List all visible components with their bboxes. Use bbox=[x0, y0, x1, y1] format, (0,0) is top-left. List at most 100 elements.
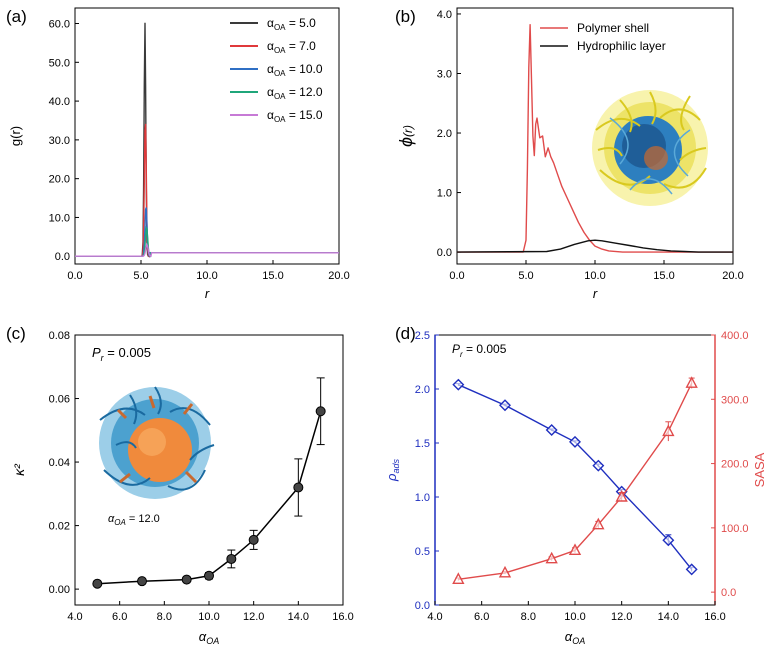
point-d-0-6 bbox=[662, 534, 675, 547]
point-c-3 bbox=[204, 570, 214, 581]
curve-a-4 bbox=[75, 242, 339, 258]
panel-c: (c) 4.0 6.0 8.0 10.0 12.0 14.0 16.0 0.00 0.02 0.0… bbox=[6, 324, 354, 646]
x-tick-label-a-0: 0.0 bbox=[67, 270, 82, 282]
axis-ticks-d: 4.0 6.0 8.0 10.0 12.0 14.0 16.0 0.0 0.5 1.0 1.5 2.0… bbox=[415, 330, 749, 623]
y-tick-label-a-1: 10.0 bbox=[49, 212, 70, 224]
y-tick-label-a-3: 30.0 bbox=[49, 135, 70, 147]
x-tick-label-c-6: 16.0 bbox=[332, 611, 353, 623]
point-d-0-4 bbox=[592, 459, 605, 472]
x-tick-label-b-0: 0.0 bbox=[449, 270, 464, 282]
x-tick-label-c-0: 4.0 bbox=[67, 611, 82, 623]
y-tick-label-d-5: 2.5 bbox=[415, 330, 430, 342]
x-tick-label-c-4: 12.0 bbox=[243, 611, 264, 623]
point-c-5 bbox=[248, 534, 259, 545]
y-tick-label-a-4: 40.0 bbox=[49, 96, 70, 108]
x-axis-label-c: αOA bbox=[199, 629, 219, 646]
point-d-1-7 bbox=[685, 376, 698, 388]
point-d-0-2 bbox=[545, 424, 558, 437]
y-tick-label-d-4: 2.0 bbox=[415, 384, 430, 396]
y-tick-label-c-1: 0.02 bbox=[49, 521, 70, 533]
series-d bbox=[452, 376, 698, 584]
x-tick-label-d-1: 6.0 bbox=[474, 611, 489, 623]
annotation-c: Pr = 0.005 bbox=[92, 345, 151, 363]
legend-entry-a-1: αOA = 7.0 bbox=[267, 39, 316, 55]
panel-label-b: (b) bbox=[395, 7, 416, 26]
curve-a-3 bbox=[75, 225, 339, 258]
y-tick-label-c-2: 0.04 bbox=[49, 457, 70, 469]
x-tick-label-c-3: 10.0 bbox=[198, 611, 219, 623]
x-tick-label-d-0: 4.0 bbox=[427, 611, 442, 623]
y-tick-label-a-2: 20.0 bbox=[49, 174, 70, 186]
y-tick-label-a-5: 50.0 bbox=[49, 57, 70, 69]
y-tick-label-c-0: 0.00 bbox=[49, 584, 70, 596]
panel-a: (a) 0.0 5.0 10.0 15.0 20.0 0.0 10.0 20.0 30.0 40.… bbox=[6, 7, 350, 301]
legend-entry-a-0: αOA = 5.0 bbox=[267, 16, 316, 32]
x-tick-label-b-2: 10.0 bbox=[584, 270, 605, 282]
point-c-0 bbox=[92, 578, 103, 589]
point-c-1 bbox=[137, 576, 147, 587]
x-tick-label-c-2: 8.0 bbox=[157, 611, 172, 623]
y-tick-label-c-4: 0.08 bbox=[49, 330, 70, 342]
y-axis-label-b: ϕ(r) bbox=[396, 125, 416, 147]
legend-entry-a-3: αOA = 12.0 bbox=[267, 85, 323, 101]
annotation-d: Pr = 0.005 bbox=[452, 342, 507, 359]
y-tick-label-b-2: 2.0 bbox=[437, 128, 452, 140]
point-c-2 bbox=[181, 574, 192, 585]
x-tick-label-d-3: 10.0 bbox=[564, 611, 585, 623]
x-tick-label-a-1: 5.0 bbox=[133, 270, 148, 282]
x-tick-label-b-4: 20.0 bbox=[722, 270, 743, 282]
x-tick-label-c-5: 14.0 bbox=[288, 611, 309, 623]
yr-tick-label-d-1: 100.0 bbox=[721, 523, 749, 535]
point-d-0-7 bbox=[685, 563, 698, 576]
x-tick-label-a-3: 15.0 bbox=[262, 270, 283, 282]
point-d-1-2 bbox=[545, 551, 558, 564]
yr-tick-label-d-4: 400.0 bbox=[721, 330, 749, 342]
curve-a-1 bbox=[75, 123, 339, 258]
x-tick-label-a-4: 20.0 bbox=[328, 270, 349, 282]
x-axis-label-d: αOA bbox=[565, 629, 585, 646]
x-tick-label-b-3: 15.0 bbox=[653, 270, 674, 282]
point-c-7 bbox=[315, 406, 326, 417]
x-axis-label-a: r bbox=[205, 286, 210, 301]
x-tick-label-c-1: 6.0 bbox=[112, 611, 127, 623]
curves-b bbox=[456, 24, 733, 253]
curve-a-0 bbox=[75, 22, 339, 258]
curves-a bbox=[75, 22, 339, 258]
point-d-1-0 bbox=[452, 572, 465, 584]
yr-tick-label-d-2: 200.0 bbox=[721, 459, 749, 471]
panel-label-c: (c) bbox=[6, 324, 26, 343]
y-tick-label-b-3: 3.0 bbox=[437, 68, 452, 80]
left-axis-label-d: ρads bbox=[384, 459, 401, 482]
micelle-inset-c bbox=[99, 386, 215, 499]
yr-tick-label-d-0: 0.0 bbox=[721, 587, 736, 599]
axis-ticks-a: 0.0 5.0 10.0 15.0 20.0 0.0 10.0 20.0 30.0 40.0 50.… bbox=[49, 19, 350, 282]
y-tick-label-d-3: 1.5 bbox=[415, 438, 430, 450]
panel-label-a: (a) bbox=[6, 7, 27, 26]
panel-b: (b) 0.0 5.0 10.0 15.0 20.0 0.0 1.0 2.0 3.0 4.0 Po… bbox=[395, 7, 744, 301]
x-tick-label-b-1: 5.0 bbox=[518, 270, 533, 282]
line-d-0 bbox=[458, 384, 693, 570]
point-d-1-4 bbox=[592, 517, 605, 530]
panel-label-d: (d) bbox=[395, 324, 416, 343]
point-d-1-3 bbox=[568, 543, 582, 556]
point-c-6 bbox=[293, 482, 304, 493]
point-d-0-0 bbox=[452, 378, 465, 391]
yr-tick-label-d-3: 300.0 bbox=[721, 394, 749, 406]
y-axis-label-a: g(r) bbox=[8, 126, 23, 146]
point-d-0-3 bbox=[569, 435, 581, 448]
y-tick-label-d-2: 1.0 bbox=[415, 492, 430, 504]
micelle-inset-b bbox=[592, 90, 708, 206]
legend-entry-a-4: αOA = 15.0 bbox=[267, 108, 323, 124]
legend-entry-b-0: Polymer shell bbox=[577, 21, 649, 35]
y-tick-label-d-1: 0.5 bbox=[415, 546, 430, 558]
y-tick-label-b-4: 4.0 bbox=[437, 9, 452, 21]
legend-entry-b-1: Hydrophilic layer bbox=[577, 39, 666, 53]
y-tick-label-b-0: 0.0 bbox=[437, 247, 452, 259]
x-tick-label-a-2: 10.0 bbox=[196, 270, 217, 282]
point-d-1-1 bbox=[498, 565, 512, 578]
x-tick-label-d-2: 8.0 bbox=[521, 611, 536, 623]
y-axis-label-c: κ² bbox=[11, 463, 27, 476]
curve-b-0 bbox=[457, 24, 733, 253]
inset-label-c: αOA = 12.0 bbox=[108, 513, 160, 527]
